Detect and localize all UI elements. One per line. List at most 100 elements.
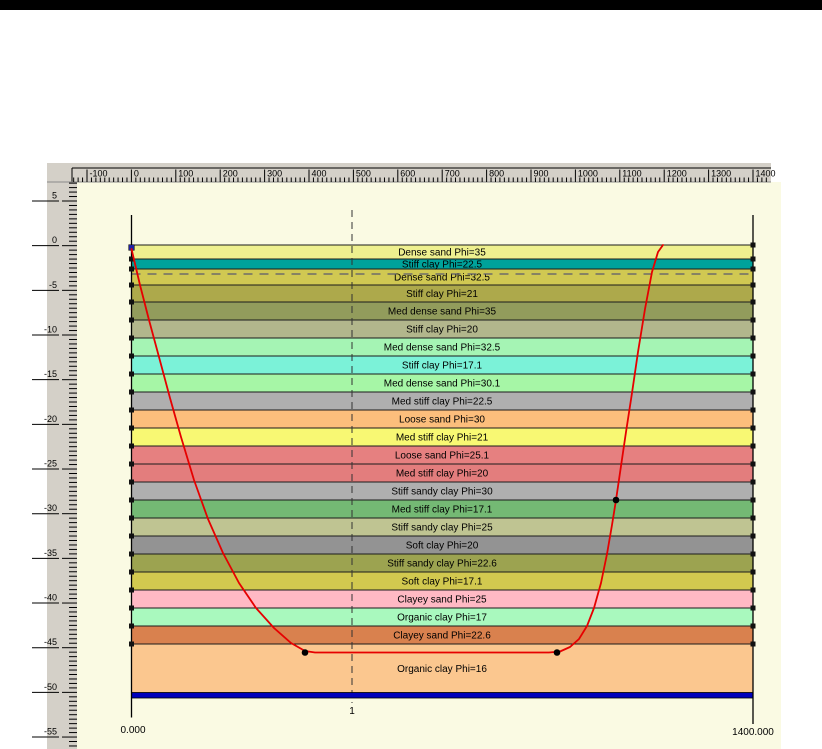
extent-right-label: 1400.000 xyxy=(732,727,774,738)
node-marker xyxy=(750,551,756,557)
node-marker xyxy=(750,299,756,305)
node-marker xyxy=(129,443,134,449)
h-ruler-label: 600 xyxy=(400,169,415,179)
soil-layer xyxy=(131,536,753,554)
soil-layer-label: Loose sand Phi=25.1 xyxy=(395,451,490,462)
h-ruler-label: 1300 xyxy=(711,169,731,179)
soil-layer-label: Med dense sand Phi=32.5 xyxy=(384,343,501,354)
reference-line-label: 1 xyxy=(349,706,355,717)
v-ruler-label: -50 xyxy=(44,682,57,692)
soil-layer-label: Stiff clay Phi=21 xyxy=(406,289,478,300)
node-marker xyxy=(129,282,134,288)
v-ruler-label: -35 xyxy=(44,548,57,558)
soil-layer-label: Stiff sandy clay Phi=22.6 xyxy=(387,559,497,570)
soil-layer xyxy=(131,572,753,590)
soil-layer xyxy=(131,285,753,302)
soil-layer xyxy=(131,269,753,285)
h-ruler-label: 1000 xyxy=(578,169,598,179)
soil-layer-label: Organic clay Phi=16 xyxy=(397,664,487,675)
soil-layer xyxy=(131,410,753,428)
v-ruler-label: -5 xyxy=(49,280,57,290)
v-ruler-label: 5 xyxy=(52,191,57,201)
node-marker xyxy=(129,497,134,503)
soil-layer xyxy=(131,446,753,464)
node-marker xyxy=(129,605,134,611)
soil-layer-label: Med stiff clay Phi=17.1 xyxy=(392,505,493,516)
v-ruler-label: -10 xyxy=(44,325,57,335)
soil-layer xyxy=(131,392,753,410)
soil-layer-label: Dense sand Phi=35 xyxy=(398,248,486,259)
node-marker xyxy=(750,389,756,395)
v-ruler-label: -30 xyxy=(44,503,57,513)
generated-graphics: -100 0 100 200 300 400 500 600 700 800 900 1000 1100… xyxy=(32,163,781,749)
node-marker xyxy=(129,299,134,305)
node-marker xyxy=(750,371,756,377)
window-top-bar xyxy=(0,0,822,10)
node-marker xyxy=(129,371,134,377)
node-marker xyxy=(750,605,756,611)
node-marker xyxy=(129,389,134,395)
h-ruler-label: 500 xyxy=(356,169,371,179)
soil-layer xyxy=(131,338,753,356)
soil-layers xyxy=(131,244,753,693)
h-ruler-label: 900 xyxy=(534,169,549,179)
soil-layer-label: Dense sand Phi=32.5 xyxy=(394,273,490,284)
static-labels: 0.000 1400.000 1 xyxy=(120,706,774,738)
node-marker xyxy=(129,515,134,521)
node-marker xyxy=(129,623,134,629)
soil-layer-label: Clayey sand Phi=25 xyxy=(397,595,487,606)
curve-dot xyxy=(612,496,620,504)
node-marker xyxy=(750,623,756,629)
node-marker xyxy=(129,461,134,467)
node-marker xyxy=(129,335,134,341)
node-marker xyxy=(750,317,756,323)
soil-layer xyxy=(131,608,753,626)
node-marker xyxy=(129,641,134,647)
node-marker xyxy=(129,407,134,413)
soil-layer-label: Med stiff clay Phi=20 xyxy=(396,469,489,480)
node-marker xyxy=(129,256,134,262)
h-ruler-label: 0 xyxy=(134,169,139,179)
node-marker xyxy=(750,587,756,593)
soil-layer xyxy=(131,245,753,259)
boundary-markers xyxy=(128,242,756,647)
node-marker xyxy=(129,551,134,557)
soil-layer-label: Stiff sandy clay Phi=25 xyxy=(391,523,493,534)
h-ruler-label: 800 xyxy=(489,169,504,179)
node-marker xyxy=(750,461,756,467)
soil-layer xyxy=(131,500,753,518)
v-ruler-label: -15 xyxy=(44,369,57,379)
node-marker xyxy=(750,515,756,521)
node-marker xyxy=(129,569,134,575)
h-ruler-label: 100 xyxy=(178,169,193,179)
soil-layer-label: Stiff clay Phi=20 xyxy=(406,325,478,336)
base-line xyxy=(131,692,754,699)
node-marker xyxy=(750,266,756,272)
soil-layer-label: Organic clay Phi=17 xyxy=(397,613,487,624)
v-ruler-label: -25 xyxy=(44,459,57,469)
soil-layer xyxy=(131,554,753,572)
node-marker xyxy=(129,425,134,431)
v-ruler-label: -40 xyxy=(44,593,57,603)
node-marker xyxy=(750,497,756,503)
node-marker xyxy=(750,479,756,485)
node-marker xyxy=(750,335,756,341)
h-ruler: -100 0 100 200 300 400 500 600 700 800 900 1000 1100… xyxy=(73,169,776,182)
h-ruler-label: 1400 xyxy=(756,169,776,179)
node-marker xyxy=(129,266,134,272)
node-marker xyxy=(750,533,756,539)
soil-layer-label: Stiff sandy clay Phi=30 xyxy=(391,487,493,498)
soil-layer xyxy=(131,320,753,338)
node-marker xyxy=(750,641,756,647)
node-marker xyxy=(750,407,756,413)
soil-layer xyxy=(131,428,753,446)
soil-layer-label: Med stiff clay Phi=21 xyxy=(396,433,489,444)
soil-layer-label: Soft clay Phi=17.1 xyxy=(402,577,483,588)
v-ruler-label: -20 xyxy=(44,414,57,424)
soil-layer xyxy=(131,374,753,392)
extent-left-label: 0.000 xyxy=(120,725,145,736)
soil-layer xyxy=(131,356,753,374)
soil-layer-label: Stiff clay Phi=17.1 xyxy=(402,361,483,372)
